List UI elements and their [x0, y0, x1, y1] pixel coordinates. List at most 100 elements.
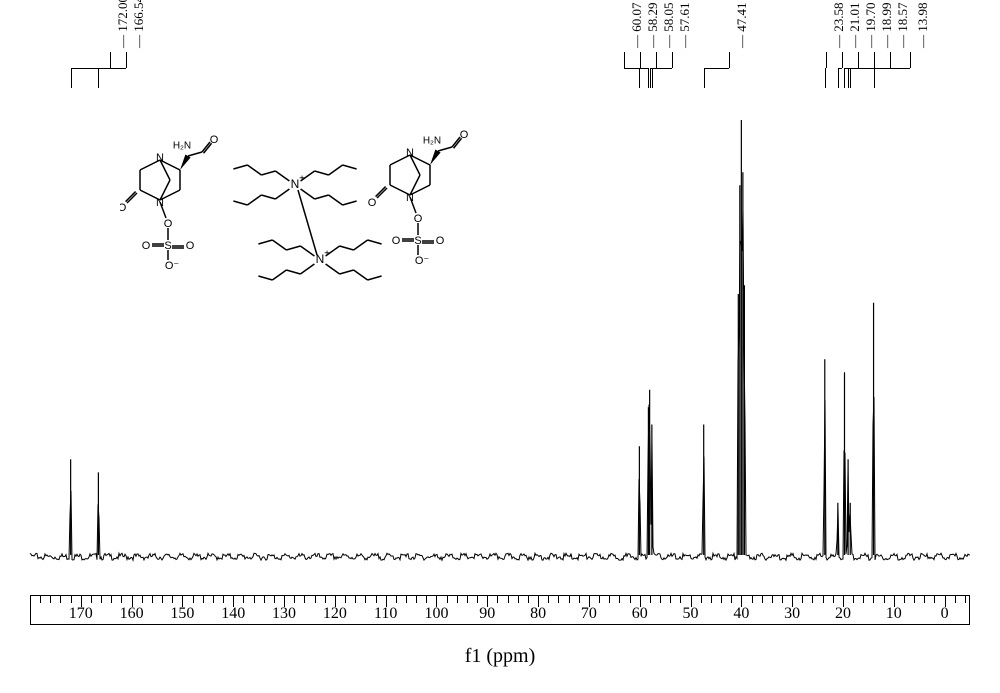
x-axis-minor-tick	[863, 595, 864, 603]
x-axis-minor-tick	[802, 595, 803, 603]
svg-text:O: O	[210, 134, 219, 146]
x-axis-minor-tick	[193, 595, 194, 603]
x-axis-tick-label: 30	[784, 605, 800, 623]
x-axis-minor-tick	[162, 595, 163, 603]
x-axis-minor-tick	[762, 595, 763, 603]
x-axis-tick-label: 10	[886, 605, 902, 623]
x-axis-minor-tick	[213, 595, 214, 603]
x-axis-minor-tick	[528, 595, 529, 603]
x-axis-minor-tick	[599, 595, 600, 603]
molecule-svg: NNOOH₂NOSOOO⁻NNOOH₂NOSOOO⁻N+N+	[120, 130, 520, 360]
svg-text:O⁻: O⁻	[165, 260, 180, 272]
x-axis-tick-label: 70	[581, 605, 597, 623]
x-axis-tick-label: 90	[479, 605, 495, 623]
x-axis-minor-tick	[955, 595, 956, 603]
x-axis-minor-tick	[823, 595, 824, 603]
x-axis-tick-label: 50	[683, 605, 699, 623]
x-axis-minor-tick	[223, 595, 224, 603]
svg-text:N: N	[406, 147, 414, 159]
x-axis-minor-tick	[396, 595, 397, 603]
x-axis-tick-label: 100	[424, 605, 448, 623]
x-axis-tick-label: 40	[733, 605, 749, 623]
svg-text:O: O	[120, 202, 127, 214]
x-axis-minor-tick	[670, 595, 671, 603]
x-axis-minor-tick	[294, 595, 295, 603]
x-axis-minor-tick	[721, 595, 722, 603]
x-axis-minor-tick	[660, 595, 661, 603]
x-axis-minor-tick	[111, 595, 112, 603]
x-axis-tick-label: 0	[941, 605, 949, 623]
x-axis-minor-tick	[121, 595, 122, 603]
x-axis-minor-tick	[965, 595, 966, 603]
x-axis-minor-tick	[254, 595, 255, 603]
x-axis-minor-tick	[680, 595, 681, 603]
x-axis-minor-tick	[345, 595, 346, 603]
x-axis-label: f1 (ppm)	[465, 645, 536, 668]
x-axis-minor-tick	[30, 595, 31, 603]
x-axis-minor-tick	[853, 595, 854, 603]
x-axis-minor-tick	[650, 595, 651, 603]
svg-text:N: N	[156, 152, 164, 164]
x-axis-minor-tick	[477, 595, 478, 603]
svg-text:O: O	[460, 130, 469, 141]
x-axis-minor-tick	[426, 595, 427, 603]
x-axis-minor-tick	[508, 595, 509, 603]
x-axis-minor-tick	[60, 595, 61, 603]
x-axis-minor-tick	[884, 595, 885, 603]
x-axis-minor-tick	[772, 595, 773, 603]
x-axis-tick-label: 110	[374, 605, 397, 623]
x-axis-minor-tick	[376, 595, 377, 603]
x-axis-minor-tick	[782, 595, 783, 603]
x-axis-minor-tick	[365, 595, 366, 603]
svg-text:N: N	[291, 177, 300, 191]
svg-text:O⁻: O⁻	[415, 255, 430, 267]
svg-text:O: O	[186, 240, 195, 252]
x-axis-minor-tick	[457, 595, 458, 603]
x-axis-minor-tick	[701, 595, 702, 603]
x-axis-minor-tick	[172, 595, 173, 603]
svg-text:O: O	[392, 235, 401, 247]
x-axis-tick-label: 170	[69, 605, 93, 623]
x-axis-minor-tick	[518, 595, 519, 603]
x-axis-minor-tick	[569, 595, 570, 603]
svg-text:O: O	[368, 197, 377, 209]
x-axis-minor-tick	[416, 595, 417, 603]
x-axis-minor-tick	[274, 595, 275, 603]
x-axis-tick-label: 20	[835, 605, 851, 623]
x-axis-minor-tick	[406, 595, 407, 603]
x-axis-minor-tick	[447, 595, 448, 603]
x-axis-minor-tick	[812, 595, 813, 603]
x-axis-minor-tick	[497, 595, 498, 603]
x-axis-minor-tick	[203, 595, 204, 603]
x-axis-minor-tick	[934, 595, 935, 603]
svg-text:O: O	[436, 235, 445, 247]
svg-text:H₂N: H₂N	[173, 141, 191, 152]
x-axis-minor-tick	[630, 595, 631, 603]
x-axis-minor-tick	[91, 595, 92, 603]
x-axis-minor-tick	[355, 595, 356, 603]
x-axis-minor-tick	[101, 595, 102, 603]
x-axis-minor-tick	[731, 595, 732, 603]
x-axis-minor-tick	[71, 595, 72, 603]
x-axis-tick-label: 130	[272, 605, 296, 623]
svg-text:H₂N: H₂N	[423, 136, 441, 147]
x-axis-minor-tick	[579, 595, 580, 603]
x-axis-tick-label: 140	[221, 605, 245, 623]
x-axis-minor-tick	[609, 595, 610, 603]
x-axis-minor-tick	[467, 595, 468, 603]
x-axis-minor-tick	[873, 595, 874, 603]
x-axis-minor-tick	[304, 595, 305, 603]
x-axis-tick-label: 150	[170, 605, 194, 623]
x-axis-tick-label: 120	[323, 605, 347, 623]
x-axis-minor-tick	[264, 595, 265, 603]
svg-text:O: O	[142, 240, 151, 252]
x-axis-minor-tick	[711, 595, 712, 603]
x-axis-minor-tick	[548, 595, 549, 603]
x-axis-minor-tick	[924, 595, 925, 603]
x-axis-minor-tick	[243, 595, 244, 603]
x-axis-minor-tick	[152, 595, 153, 603]
x-axis-tick-label: 160	[120, 605, 144, 623]
nmr-spectrum-figure: { "figure": { "type": "nmr-13c-spectrum"…	[0, 0, 1000, 693]
x-axis-minor-tick	[40, 595, 41, 603]
x-axis-minor-tick	[833, 595, 834, 603]
